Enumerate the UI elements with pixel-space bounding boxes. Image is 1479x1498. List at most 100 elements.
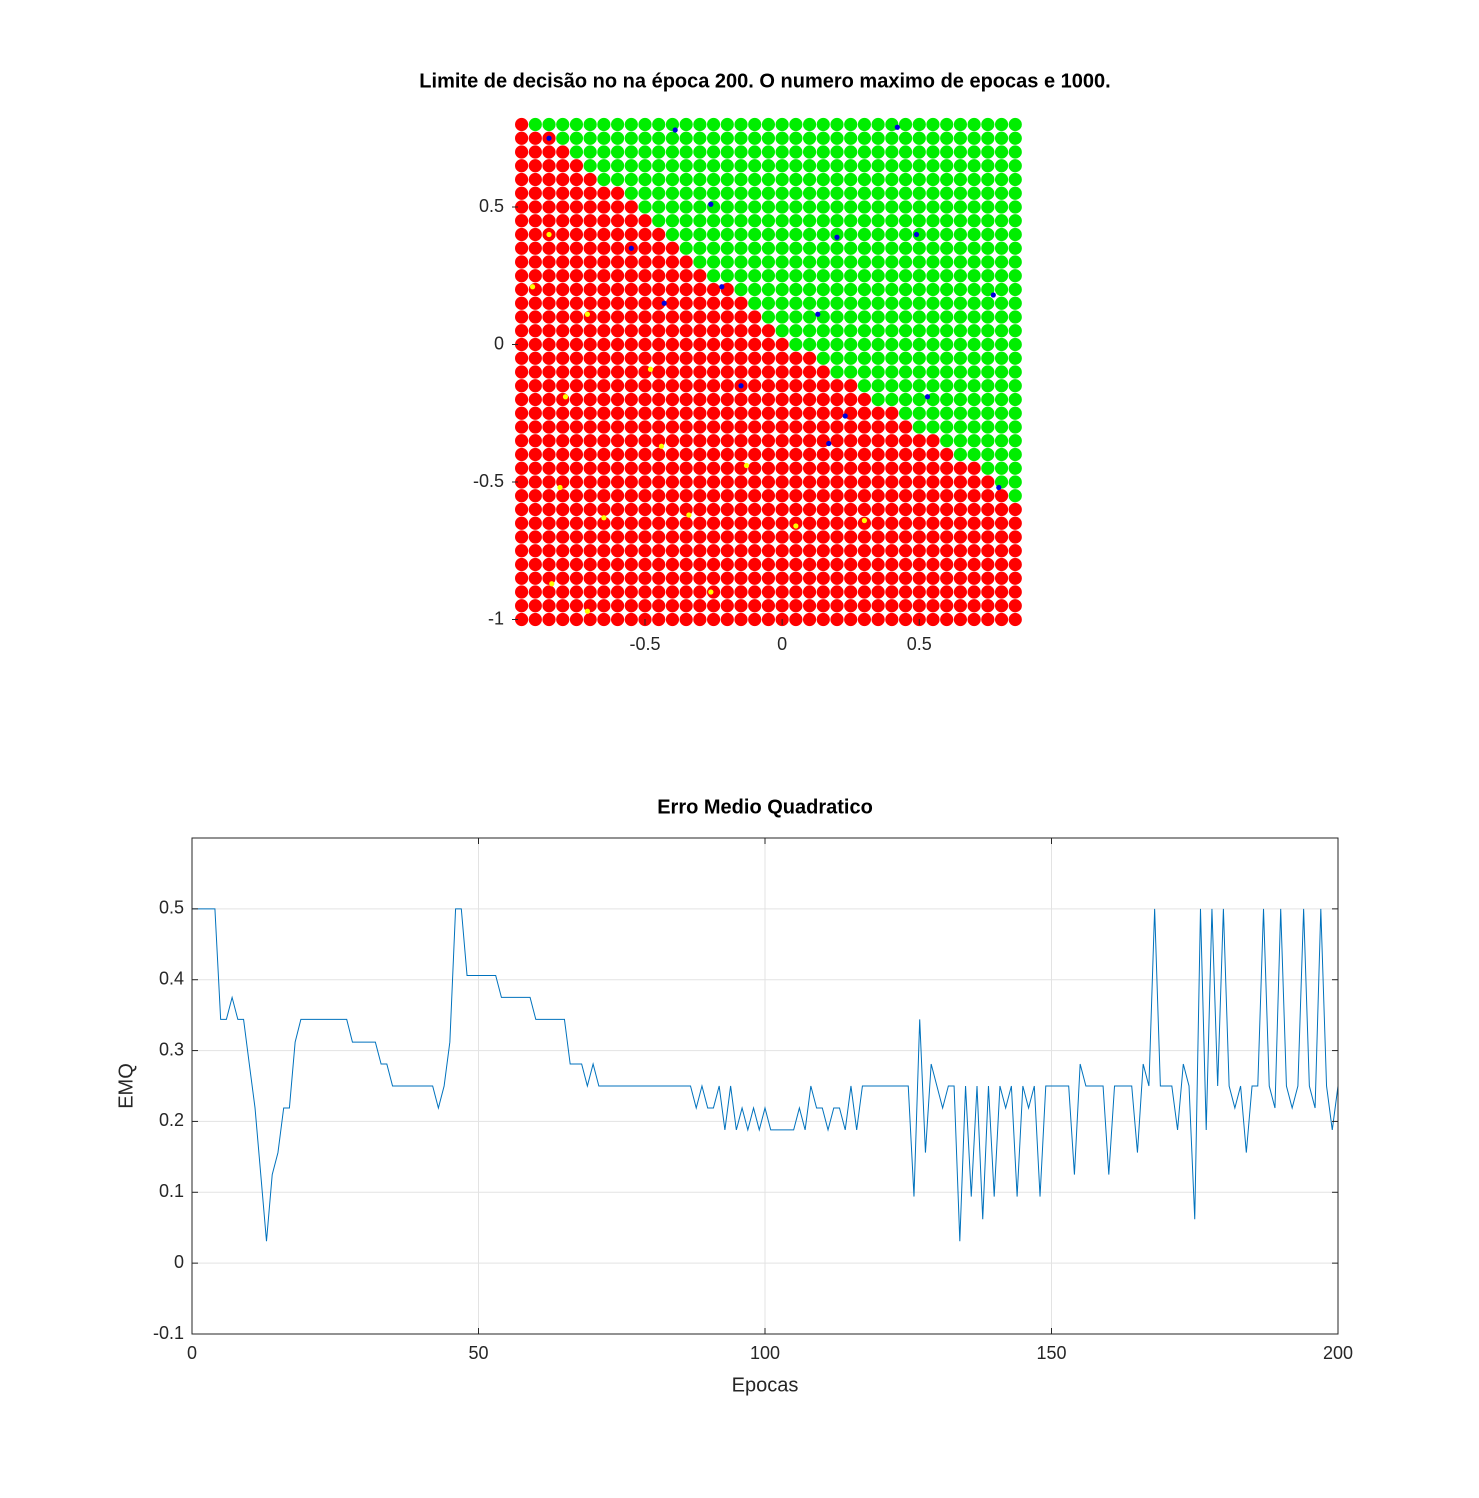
grid-point <box>802 296 817 310</box>
grid-point <box>857 282 872 297</box>
grid-point <box>679 585 693 599</box>
grid-point <box>940 612 954 627</box>
grid-point <box>665 324 680 338</box>
grid-point <box>912 241 926 255</box>
grid-point <box>857 599 872 613</box>
grid-point <box>775 241 789 255</box>
data-point <box>658 443 665 449</box>
grid-point <box>748 475 762 489</box>
grid-point <box>1008 200 1022 214</box>
grid-point <box>528 599 542 613</box>
grid-point <box>844 571 858 585</box>
grid-point <box>898 351 913 365</box>
grid-point <box>940 186 954 200</box>
grid-point <box>720 379 734 393</box>
grid-point <box>912 406 926 420</box>
grid-point <box>514 489 529 503</box>
grid-point <box>610 502 625 517</box>
grid-point <box>857 530 872 544</box>
grid-point <box>748 599 762 613</box>
grid-point <box>665 434 680 448</box>
grid-point <box>514 269 529 283</box>
grid-point <box>652 214 666 228</box>
grid-point <box>542 200 556 214</box>
grid-point <box>981 269 995 283</box>
grid-point <box>898 516 913 530</box>
grid-point <box>789 117 803 132</box>
grid-point <box>569 502 584 517</box>
grid-point <box>583 117 597 132</box>
grid-point <box>789 516 803 530</box>
grid-point <box>994 324 1009 338</box>
grid-point <box>528 351 542 365</box>
grid-point <box>693 585 707 599</box>
grid-point <box>706 516 721 530</box>
grid-point <box>967 392 981 407</box>
grid-point <box>775 227 789 242</box>
grid-point <box>912 227 926 242</box>
grid-point <box>569 406 584 420</box>
grid-point <box>844 530 858 544</box>
grid-point <box>583 489 597 503</box>
grid-point <box>624 461 638 475</box>
grid-point <box>542 282 556 297</box>
grid-point <box>885 379 899 393</box>
grid-point <box>830 351 844 365</box>
grid-point <box>789 159 803 173</box>
grid-point <box>967 420 981 434</box>
grid-point <box>569 159 584 173</box>
grid-point <box>528 406 542 420</box>
grid-point <box>844 599 858 613</box>
grid-point <box>638 475 652 489</box>
grid-point <box>556 172 570 187</box>
grid-point <box>556 365 570 379</box>
grid-point <box>830 145 844 159</box>
grid-point <box>775 447 789 462</box>
grid-point <box>816 324 830 338</box>
grid-point <box>871 612 885 627</box>
grid-point <box>816 255 830 269</box>
grid-point <box>857 557 872 572</box>
grid-point <box>994 544 1009 558</box>
grid-point <box>967 117 981 132</box>
grid-point <box>885 489 899 503</box>
grid-point <box>844 585 858 599</box>
grid-point <box>748 420 762 434</box>
grid-point <box>926 351 940 365</box>
grid-point <box>871 227 885 242</box>
grid-point <box>569 379 584 393</box>
grid-point <box>926 227 940 242</box>
grid-point <box>981 392 995 407</box>
grid-point <box>528 227 542 242</box>
grid-point <box>940 282 954 297</box>
grid-point <box>775 214 789 228</box>
grid-point <box>734 296 748 310</box>
grid-point <box>748 447 762 462</box>
grid-point <box>761 585 776 599</box>
grid-point <box>734 516 748 530</box>
grid-point <box>720 310 734 324</box>
grid-point <box>569 282 584 297</box>
grid-point <box>898 489 913 503</box>
grid-point <box>610 214 625 228</box>
grid-point <box>706 241 721 255</box>
grid-point <box>871 379 885 393</box>
grid-point <box>610 159 625 173</box>
grid-point <box>734 365 748 379</box>
grid-point <box>857 571 872 585</box>
grid-point <box>789 131 803 145</box>
grid-point <box>748 172 762 187</box>
grid-point <box>940 255 954 269</box>
grid-point <box>748 324 762 338</box>
grid-point <box>994 420 1009 434</box>
grid-point <box>693 392 707 407</box>
grid-point <box>816 214 830 228</box>
grid-point <box>953 145 968 159</box>
grid-point <box>528 200 542 214</box>
grid-point <box>652 461 666 475</box>
grid-point <box>953 365 968 379</box>
data-point <box>686 512 692 518</box>
grid-point <box>926 516 940 530</box>
grid-point <box>514 447 529 462</box>
grid-point <box>706 227 721 242</box>
